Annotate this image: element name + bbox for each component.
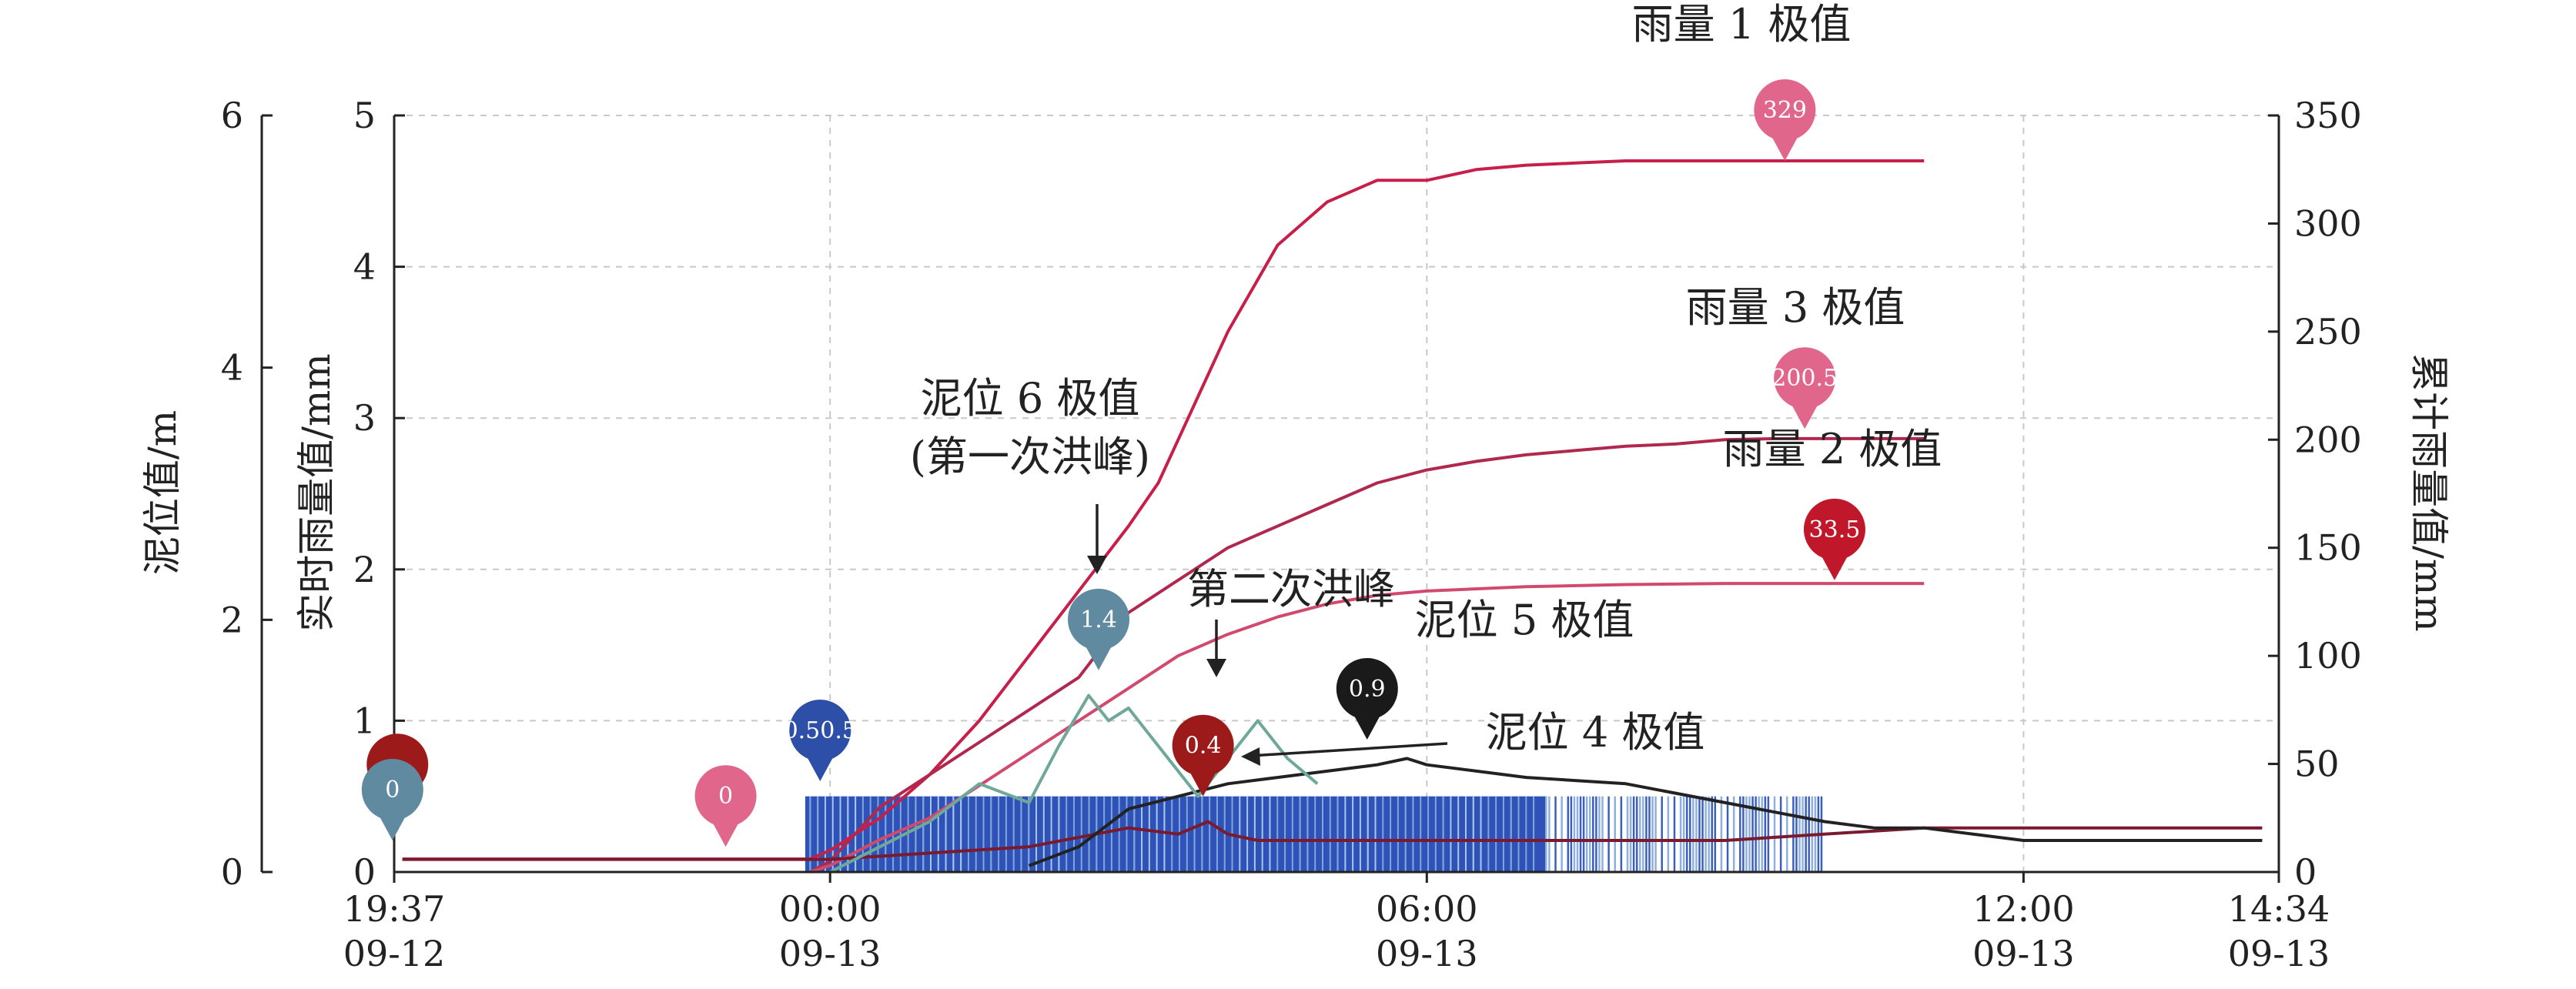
series-line-3 xyxy=(402,820,2263,861)
x-tick-date-label: 09-13 xyxy=(1972,933,2075,974)
value-pin-marker: 0 xyxy=(694,765,757,847)
pin-label: 0 xyxy=(385,777,400,804)
right-tick-label: 250 xyxy=(2294,311,2362,352)
pin-label: 0.4 xyxy=(1185,733,1222,760)
arrow-mud4 xyxy=(1250,742,1448,757)
left-outer-tick-label: 2 xyxy=(221,599,243,640)
annotation-rain3-max: 雨量 3 极值 xyxy=(1686,283,1905,332)
value-pin-marker: 0.50.5 xyxy=(784,700,857,782)
pin-head xyxy=(694,765,757,827)
x-tick-time-label: 06:00 xyxy=(1376,888,1478,930)
arrow-first-peak-head xyxy=(1087,556,1107,574)
pin-label: 329 xyxy=(1763,97,1807,124)
annotation-mud4-max: 泥位 4 极值 xyxy=(1486,708,1705,757)
axes-layer xyxy=(260,115,2280,874)
annotation-rain1-max: 雨量 1 极值 xyxy=(1632,0,1852,48)
tick-layer: 012345024605010015020025030035019:3709-1… xyxy=(221,95,2362,974)
value-pin-marker: 200.5 xyxy=(1771,347,1838,429)
x-tick-time-label: 19:37 xyxy=(343,888,446,930)
pin-head xyxy=(1774,347,1836,409)
x-tick-date-label: 09-13 xyxy=(779,933,882,974)
left-inner-tick-label: 5 xyxy=(353,95,376,136)
series-line-2 xyxy=(809,582,1925,874)
right-tick-label: 350 xyxy=(2294,95,2362,136)
right-tick-label: 150 xyxy=(2294,527,2362,569)
x-tick-time-label: 00:00 xyxy=(779,888,882,930)
left-inner-tick-label: 4 xyxy=(353,246,376,288)
annotation-layer: 雨量 1 极值 雨量 3 极值 雨量 2 极值 泥位 6 极值 (第一次洪峰) … xyxy=(910,0,1942,766)
right-tick-label: 300 xyxy=(2294,202,2362,244)
pin-head xyxy=(789,700,851,762)
left-outer-tick-label: 6 xyxy=(221,95,243,136)
pin-head xyxy=(1803,498,1865,560)
annotation-rain2-max: 雨量 2 极值 xyxy=(1723,425,1942,473)
value-pin-marker: 0.4 xyxy=(1172,714,1234,797)
rain-bar-layer xyxy=(805,796,1823,872)
right-tick-label: 50 xyxy=(2294,743,2340,785)
pin-label: 200.5 xyxy=(1771,365,1838,392)
right-tick-label: 200 xyxy=(2294,419,2362,460)
pin-head xyxy=(361,759,423,821)
marker-layer: 329 200.5 33.5 1.4 0.4 0.9 0.50.5 0 0 xyxy=(361,79,1865,847)
left-outer-axis-title: 泥位值/m xyxy=(140,410,185,575)
value-pin-marker: 33.5 xyxy=(1803,498,1865,580)
arrow-second-peak-head xyxy=(1206,659,1226,677)
left-inner-tick-label: 0 xyxy=(353,851,376,893)
left-inner-tick-label: 3 xyxy=(353,397,376,439)
x-tick-date-label: 09-12 xyxy=(343,933,446,974)
x-tick-time-label: 12:00 xyxy=(1972,888,2075,930)
pin-head xyxy=(1336,657,1398,720)
grid-layer xyxy=(394,115,2279,872)
annotation-mud6-max: 泥位 6 极值 xyxy=(921,374,1140,423)
value-pin-marker: 1.4 xyxy=(1067,588,1129,670)
left-outer-tick-label: 0 xyxy=(221,851,243,893)
pin-label: 0 xyxy=(718,783,733,810)
arrow-mud4-head xyxy=(1241,747,1260,766)
pin-head xyxy=(1172,714,1234,777)
value-pin-marker: 0 xyxy=(361,759,423,841)
series-line-5 xyxy=(829,693,1319,874)
left-outer-tick-label: 4 xyxy=(221,347,243,389)
value-pin-marker: 329 xyxy=(1754,79,1816,161)
left-inner-axis-title: 实时雨量值/mm xyxy=(294,353,339,632)
x-tick-date-label: 09-13 xyxy=(2228,933,2330,974)
pin-head xyxy=(1754,79,1816,141)
right-tick-label: 100 xyxy=(2294,635,2362,677)
pin-label: 0.9 xyxy=(1349,676,1386,703)
series-line-4 xyxy=(1028,757,2263,867)
pin-label: 33.5 xyxy=(1809,516,1861,543)
left-inner-tick-label: 2 xyxy=(353,549,376,590)
x-tick-time-label: 14:34 xyxy=(2228,888,2330,930)
x-tick-date-label: 09-13 xyxy=(1376,933,1478,974)
series-layer xyxy=(402,159,2263,874)
pin-label: 1.4 xyxy=(1080,606,1117,633)
annotation-second-flood-peak: 第二次洪峰 xyxy=(1187,565,1395,613)
pin-label: 0.50.5 xyxy=(784,717,857,744)
pin-head xyxy=(1067,588,1129,650)
right-tick-label: 0 xyxy=(2294,851,2317,893)
series-line-1 xyxy=(809,436,1925,874)
annotation-mud5-max: 泥位 5 极值 xyxy=(1415,596,1634,644)
value-pin-marker: 0.9 xyxy=(1336,657,1398,740)
left-inner-tick-label: 1 xyxy=(353,700,376,741)
annotation-first-flood-peak: (第一次洪峰) xyxy=(910,433,1150,481)
right-axis-title: 累计雨量值/mm xyxy=(2407,353,2451,632)
